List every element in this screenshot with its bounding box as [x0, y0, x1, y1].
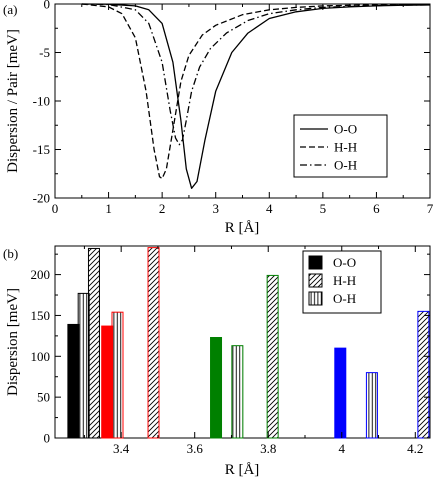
panel-a-series-h-h-line [81, 3, 431, 180]
panel-b-y-tick-label: 100 [31, 349, 51, 364]
panel-b-bar-o-h [77, 292, 90, 439]
panel-b-bar-chart: (b) 3.4 3.6 3.8 4 4.2 0 50 100 150 200 R [Å] Disp… [3, 245, 431, 478]
panel-a-y-axis-label: Dispersion / Pair [meV] [5, 29, 21, 173]
panel-a-legend-label-h-h: H-H [334, 140, 357, 155]
panel-a-legend: O-O H-H O-H [293, 114, 388, 178]
panel-a-x-tick-label: 0 [52, 201, 59, 216]
panel-b-legend-label-o-o: O-O [333, 255, 356, 270]
panel-b-x-tick-label: 4.2 [407, 441, 423, 456]
panel-b-legend-swatch-h-h [308, 273, 323, 288]
panel-b-bar-h-h [147, 247, 160, 439]
panel-b-bars [67, 247, 430, 439]
panel-b-bar-o-h [111, 311, 124, 439]
panel-b-legend-swatch-o-h [308, 291, 323, 306]
panel-a-x-tick-label: 7 [427, 201, 434, 216]
panel-b-bar-o-o [101, 325, 114, 439]
panel-a-x-tick-label: 1 [105, 201, 112, 216]
panel-a-series-lines [81, 3, 431, 189]
panel-b-bar-h-h [87, 247, 100, 439]
panel-a-axis-ticks: 0 1 2 3 4 5 6 7 0 -5 -10 -15 -20 [33, 0, 434, 216]
panel-b-bar-o-o [67, 323, 80, 439]
panel-a-x-tick-label: 5 [320, 201, 327, 216]
panel-b-legend-swatch-o-o [308, 255, 323, 270]
panel-a-y-tick-label: -15 [33, 142, 50, 157]
panel-a-legend-label-o-o: O-O [334, 122, 357, 137]
panel-b-y-tick-label: 0 [44, 431, 51, 446]
panel-a-x-tick-label: 4 [266, 201, 273, 216]
panel-b-bar-o-o [210, 337, 223, 439]
panel-b-y-tick-label: 50 [37, 390, 50, 405]
panel-b-y-axis-label: Dispersion [meV] [5, 288, 21, 396]
panel-b-legend: O-O H-H O-H [302, 250, 382, 314]
panel-b-y-tick-label: 150 [31, 308, 51, 323]
panel-b-y-tick-label: 200 [31, 267, 51, 282]
panel-a-series-o-h-line [81, 3, 431, 146]
panel-a-x-tick-label: 3 [212, 201, 219, 216]
panel-a-legend-items: O-O H-H O-H [300, 122, 357, 173]
panel-b-axis-ticks: 3.4 3.6 3.8 4 4.2 0 50 100 150 200 [31, 246, 430, 456]
panel-b-bar-o-o [334, 347, 347, 439]
panel-b-x-tick-label: 3.6 [187, 441, 204, 456]
panel-a-label: (a) [3, 2, 17, 17]
panel-a-x-axis-label: R [Å] [225, 220, 260, 236]
panel-a-legend-label-o-h: O-H [334, 158, 357, 173]
panel-a-y-tick-label: -10 [33, 94, 50, 109]
panel-b-bar-o-h [231, 345, 244, 439]
panel-b-label: (b) [3, 246, 18, 261]
panel-b-legend-label-h-h: H-H [333, 273, 356, 288]
panel-a-series-o-o-line [81, 3, 431, 189]
panel-a-x-tick-label: 6 [373, 201, 380, 216]
panel-b-x-tick-label: 4 [339, 441, 346, 456]
panel-a-line-chart: (a) 0 1 2 3 4 5 6 7 0 -5 -10 -15 -20 R [Å] Dispersio… [3, 0, 434, 236]
panel-b-bar-h-h [417, 310, 430, 439]
panel-a-legend-box [293, 114, 388, 178]
panel-b-legend-label-o-h: O-H [333, 291, 356, 306]
panel-b-bar-o-h [365, 372, 378, 439]
panel-a-y-tick-label: 0 [44, 0, 51, 12]
panel-b-x-tick-label: 3.4 [113, 441, 130, 456]
panel-a-y-tick-label: -5 [39, 45, 50, 60]
panel-b-x-tick-label: 3.8 [260, 441, 276, 456]
panel-b-bar-h-h [266, 274, 279, 439]
panel-a-y-tick-label: -20 [33, 191, 50, 206]
panel-b-x-axis-label: R [Å] [225, 462, 260, 478]
panel-b-legend-items: O-O H-H O-H [308, 255, 356, 306]
panel-a-x-tick-label: 2 [159, 201, 166, 216]
